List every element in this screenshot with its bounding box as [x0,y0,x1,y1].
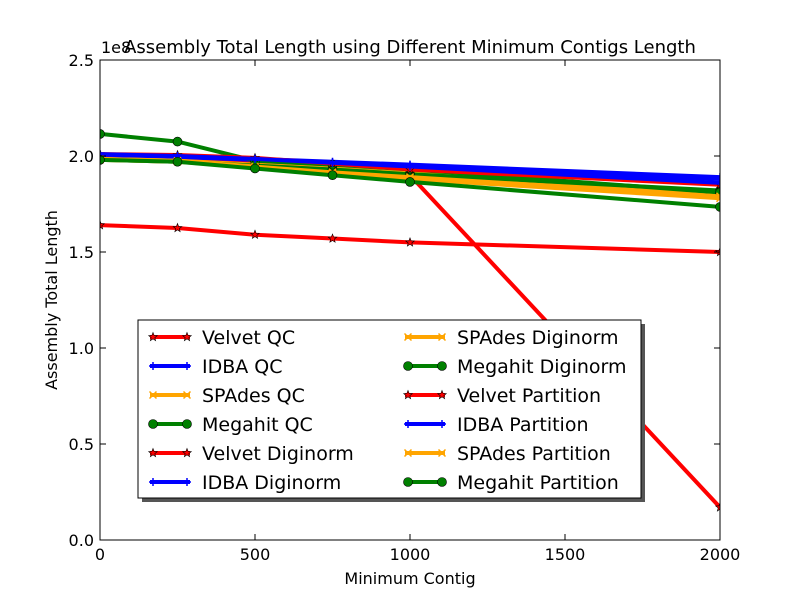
legend-label: Megahit QC [202,414,313,436]
legend-marker [183,478,191,486]
data-point-velvet-diginorm [172,222,183,233]
data-point-megahit-diginorm [100,129,105,139]
x-tick-label: 500 [240,545,271,564]
legend-marker [436,389,448,400]
x-tick-label: 2000 [700,545,741,564]
legend-marker [182,419,192,429]
x-tick-label: 1500 [545,545,586,564]
legend-marker [148,419,158,429]
data-point-velvet-diginorm [404,237,416,247]
chart-title: Assembly Total Length using Different Mi… [124,37,696,58]
legend-marker [403,477,413,487]
legend-item-velvet-diginorm: Velvet Diginorm [147,443,354,465]
x-tick-label: 0 [95,545,105,564]
data-point-megahit-partition [172,156,183,167]
y-axis-label: Assembly Total Length [42,210,61,390]
y-axis-offset-label: 1e8 [101,38,131,57]
y-tick-label: 1.0 [69,339,94,358]
data-point-idba-partition [251,154,259,163]
legend-marker [181,447,193,458]
x-axis-label: Minimum Contig [344,569,475,588]
legend-item-idba-partition: IDBA Partition [404,414,589,436]
legend-marker [147,447,159,458]
data-point-megahit-diginorm [172,136,183,147]
data-point-megahit-partition [100,155,105,165]
legend-item-spades-partition: SPAdes Partition [403,443,611,465]
legend-label: Velvet QC [202,327,295,349]
data-point-velvet-qc [714,502,720,512]
y-tick-label: 2.0 [69,147,94,166]
legend-label: SPAdes QC [202,385,305,407]
data-point-megahit-partition [715,202,720,212]
legend-marker [437,477,447,487]
data-point-megahit-partition [405,177,415,187]
y-tick-label: 1.5 [69,243,94,262]
axes: 0 500 1000 1500 2000 0.0 0.5 1.0 1.5 2.0 2.5 [69,51,741,564]
legend: Velvet QC IDBA QC SPAdes QC Megahit QC Velve… [137,319,645,502]
legend-marker [149,362,157,370]
legend-item-velvet-partition: Velvet Partition [402,385,601,407]
series-velvet-diginorm [100,219,720,257]
data-point-idba-diginorm [716,173,720,182]
legend-marker [147,331,159,342]
data-point-idba-partition [100,150,104,159]
legend-label: Megahit Diginorm [457,356,627,378]
x-tick-label: 1000 [390,545,431,564]
legend-marker [437,361,447,371]
data-point-velvet-diginorm [100,219,106,230]
series-line-velvet-diginorm [100,223,720,254]
data-point-idba-partition [406,162,414,171]
series-line-idba-partition [100,152,720,185]
legend-item-idba-qc: IDBA QC [149,356,283,378]
data-point-megahit-partition [250,163,260,174]
legend-marker [403,361,413,371]
legend-label: IDBA QC [202,356,283,378]
legend-marker [183,362,191,370]
series-line-megahit-partition [100,157,720,209]
legend-label: IDBA Diginorm [202,472,341,494]
data-point-megahit-partition [327,170,338,180]
data-point-idba-qc [716,175,720,184]
y-tick-label: 0.0 [69,531,94,550]
legend-marker [402,389,414,400]
legend-marker [403,332,413,342]
legend-item-megahit-partition: Megahit Partition [403,472,619,494]
legend-marker [182,390,192,400]
legend-item-spades-diginorm: SPAdes Diginorm [403,327,619,349]
legend-marker [149,478,157,486]
legend-label: Velvet Partition [457,385,601,407]
y-tick-label: 2.5 [69,51,94,70]
data-point-idba-partition [716,178,720,187]
legend-item-megahit-diginorm: Megahit Diginorm [403,356,627,378]
y-tick-label: 0.5 [69,435,94,454]
legend-item-megahit-qc: Megahit QC [148,414,313,436]
legend-box [137,319,642,499]
legend-label: SPAdes Diginorm [457,327,619,349]
legend-marker [148,390,158,400]
legend-marker [403,448,413,458]
legend-label: Velvet Diginorm [202,443,354,465]
data-point-velvet-diginorm [327,233,338,243]
legend-marker [438,420,446,428]
plot-area [100,129,720,512]
legend-marker [404,420,412,428]
legend-marker [181,331,193,342]
series-megahit-partition [100,155,720,212]
legend-label: Megahit Partition [457,472,619,494]
data-point-velvet-diginorm [249,229,261,240]
legend-item-idba-diginorm: IDBA Diginorm [149,472,341,494]
legend-marker [437,332,447,342]
legend-label: SPAdes Partition [457,443,611,465]
data-point-idba-partition [328,158,337,167]
legend-marker [437,448,447,458]
legend-item-velvet-qc: Velvet QC [147,327,295,349]
legend-label: IDBA Partition [457,414,589,436]
series-idba-partition [100,150,720,187]
legend-item-spades-qc: SPAdes QC [148,385,305,407]
data-point-spades-partition [715,192,720,201]
